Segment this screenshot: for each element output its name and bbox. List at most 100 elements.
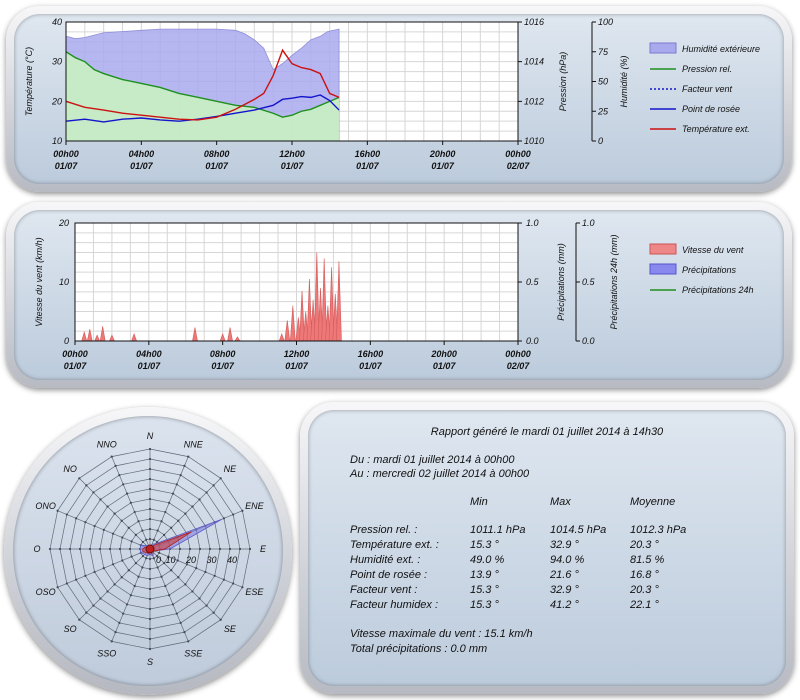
- rose-tick-mark: [122, 612, 125, 615]
- rose-tick-mark: [102, 567, 105, 570]
- rose-direction-label: NNO: [97, 440, 117, 450]
- rose-tick-mark: [148, 467, 152, 471]
- legend-swatch: [649, 243, 677, 255]
- y-tick-rain24: 0.5: [582, 277, 596, 287]
- rose-tick-mark: [130, 540, 133, 543]
- rose-tick-mark: [78, 547, 82, 551]
- x-tick-date: 01/07: [130, 161, 154, 171]
- rose-direction-label: NE: [224, 464, 237, 474]
- rose-tick-mark: [78, 618, 81, 621]
- rose-tick-mark: [241, 509, 244, 512]
- x-tick-time: 12h00: [279, 149, 305, 159]
- x-tick-date: 01/07: [205, 161, 229, 171]
- report-row-avg: 20.3 °: [630, 539, 659, 551]
- rose-tick-mark: [222, 578, 226, 581]
- rose-tick-mark: [111, 532, 115, 535]
- report-row-min: 15.3 °: [470, 584, 499, 596]
- report-row-max: 21.6 °: [550, 569, 579, 581]
- report-row-label: Point de rosée :: [350, 569, 428, 581]
- y-tick-wind: 20: [58, 218, 69, 228]
- rose-tick-mark: [148, 637, 152, 641]
- rose-tick-mark: [148, 457, 152, 461]
- wind-panel-frame: 0 10 20 Vitesse du vent (km/h) 0.0 0.5 1.0 Préc…: [6, 202, 792, 388]
- rose-tick-mark: [130, 555, 133, 558]
- y-tick-wind: 0: [64, 336, 69, 346]
- x-tick-time: 20h00: [429, 149, 456, 159]
- rose-tick-mark: [170, 526, 173, 529]
- y-tick-pressure: 1010: [524, 136, 544, 146]
- rose-tick-mark: [248, 547, 252, 551]
- rose-tick-mark: [133, 584, 136, 588]
- report-row-max: 1014.5 hPa: [550, 524, 607, 536]
- report-title: Rapport généré le mardi 01 juillet 2014 …: [430, 426, 664, 438]
- rose-tick-mark: [158, 551, 161, 554]
- rose-radial-tick: 40: [227, 555, 237, 565]
- rose-tick-mark: [65, 582, 68, 585]
- temperature-chart: 10 20 30 40 Température (°C) 1010 1012 1014 1016…: [24, 17, 760, 171]
- rose-tick-mark: [58, 547, 62, 551]
- rose-tick-mark: [171, 492, 175, 495]
- y-tick-temperature: 20: [51, 96, 62, 106]
- rose-tick-mark: [218, 547, 222, 551]
- rose-tick-mark: [232, 513, 235, 516]
- rose-tick-mark: [118, 547, 122, 551]
- rose-direction-label: OSO: [36, 587, 56, 597]
- report-to: Au : mercredi 02 juillet 2014 à 00h00: [350, 468, 530, 480]
- rose-tick-mark: [84, 521, 87, 524]
- rose-tick-mark: [141, 566, 144, 569]
- y-label-rain: Précipitations (mm): [556, 243, 566, 321]
- wind-rose-frame: 10 20 30 40 0 N NNE NE ENE E ESE SE SSE S SSO SO OSO O ONO…: [4, 407, 292, 695]
- rose-tick-mark: [222, 517, 226, 520]
- rose-tick-mark: [106, 590, 109, 593]
- rose-tick-mark: [164, 510, 167, 514]
- rose-tick-mark: [145, 538, 148, 541]
- rose-tick-mark: [102, 528, 105, 531]
- rose-tick-mark: [122, 483, 125, 486]
- rose-tick-mark: [228, 547, 232, 551]
- rose-tick-mark: [148, 527, 152, 531]
- rose-tick-mark: [99, 498, 102, 501]
- x-tick-date: 01/07: [138, 361, 162, 371]
- rose-tick-mark: [111, 563, 115, 566]
- rose-tick-mark: [191, 590, 194, 593]
- report-row-min: 15.3 °: [470, 599, 499, 611]
- rose-tick-mark: [85, 484, 88, 487]
- rose-tick-mark: [128, 547, 132, 551]
- legend-label: Facteur vent: [682, 84, 733, 94]
- report-row-avg: 1012.3 hPa: [630, 524, 687, 536]
- x-tick-time: 08h00: [210, 349, 236, 359]
- y-tick-rain24: 1.0: [582, 218, 595, 228]
- report-header-max: Max: [550, 496, 571, 508]
- temperature-panel: 10 20 30 40 Température (°C) 1010 1012 1014 1016…: [14, 14, 784, 184]
- rose-tick-mark: [56, 509, 59, 512]
- x-tick-date: 01/07: [211, 361, 235, 371]
- rose-tick-mark: [113, 583, 116, 586]
- x-tick-time: 00h00: [62, 349, 88, 359]
- rose-tick-mark: [179, 621, 182, 625]
- y-tick-wind: 10: [59, 277, 69, 287]
- x-tick-date: 01/07: [281, 161, 305, 171]
- x-tick-date: 01/07: [431, 161, 455, 171]
- rose-radial-tick: 20: [185, 555, 196, 565]
- rose-direction-label: N: [147, 431, 154, 441]
- rose-tick-mark: [177, 576, 180, 579]
- rose-tick-mark: [152, 538, 155, 541]
- rose-direction-label: NO: [63, 464, 77, 474]
- rose-center: [145, 544, 155, 554]
- x-tick-date: 01/07: [433, 361, 457, 371]
- rose-tick-mark: [125, 492, 129, 495]
- rose-tick-mark: [93, 570, 96, 574]
- rose-tick-mark: [148, 477, 152, 481]
- rose-tick-mark: [148, 627, 152, 631]
- rose-tick-mark: [219, 618, 222, 621]
- rose-tick-mark: [148, 647, 152, 651]
- rose-tick-mark: [118, 621, 121, 625]
- rose-tick-mark: [127, 526, 130, 529]
- rose-direction-label: S: [147, 657, 153, 667]
- rose-tick-mark: [167, 555, 170, 558]
- report-row-avg: 20.3 °: [630, 584, 659, 596]
- report-row-avg: 22.1 °: [630, 599, 659, 611]
- y-tick-humidity: 25: [597, 106, 609, 116]
- rose-tick-mark: [163, 533, 166, 536]
- rose-tick-mark: [134, 533, 137, 536]
